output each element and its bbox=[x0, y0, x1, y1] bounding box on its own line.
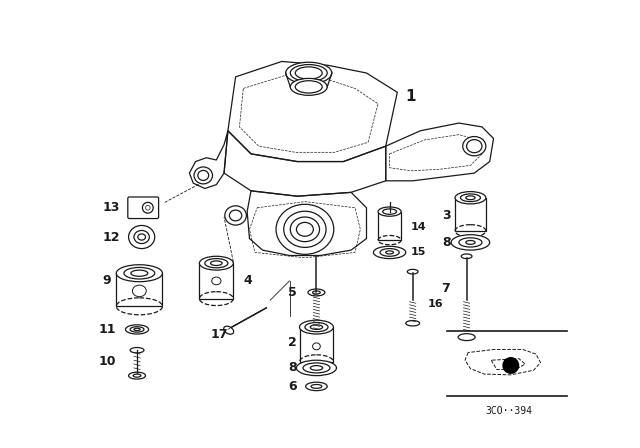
Ellipse shape bbox=[463, 137, 486, 156]
Ellipse shape bbox=[129, 372, 145, 379]
Ellipse shape bbox=[300, 320, 333, 334]
Ellipse shape bbox=[131, 270, 148, 276]
Ellipse shape bbox=[407, 269, 418, 274]
Text: 14: 14 bbox=[411, 222, 427, 232]
Ellipse shape bbox=[306, 382, 327, 391]
Ellipse shape bbox=[134, 230, 149, 244]
Text: 4: 4 bbox=[243, 275, 252, 288]
Ellipse shape bbox=[124, 267, 155, 279]
Ellipse shape bbox=[133, 374, 141, 377]
Text: 17: 17 bbox=[211, 328, 228, 341]
Ellipse shape bbox=[130, 348, 144, 353]
Ellipse shape bbox=[295, 81, 322, 93]
Ellipse shape bbox=[224, 326, 234, 334]
Text: 7: 7 bbox=[441, 282, 450, 295]
Ellipse shape bbox=[458, 334, 475, 340]
Ellipse shape bbox=[116, 265, 163, 282]
Text: 15: 15 bbox=[411, 247, 426, 258]
Ellipse shape bbox=[378, 207, 401, 216]
Ellipse shape bbox=[312, 291, 320, 294]
Ellipse shape bbox=[373, 246, 406, 258]
Ellipse shape bbox=[383, 209, 397, 214]
Ellipse shape bbox=[138, 234, 145, 240]
Ellipse shape bbox=[291, 65, 327, 82]
Ellipse shape bbox=[205, 258, 228, 268]
Ellipse shape bbox=[211, 261, 222, 266]
Ellipse shape bbox=[466, 241, 475, 244]
Ellipse shape bbox=[296, 222, 314, 236]
Ellipse shape bbox=[308, 289, 325, 296]
Text: 3CO··394: 3CO··394 bbox=[485, 405, 532, 416]
Ellipse shape bbox=[295, 67, 322, 79]
Text: 13: 13 bbox=[103, 201, 120, 214]
Text: 11: 11 bbox=[99, 323, 116, 336]
Ellipse shape bbox=[467, 140, 482, 153]
Ellipse shape bbox=[291, 78, 327, 95]
Ellipse shape bbox=[134, 328, 140, 331]
Text: 16: 16 bbox=[428, 299, 444, 309]
Ellipse shape bbox=[296, 360, 337, 375]
Ellipse shape bbox=[200, 256, 234, 270]
Ellipse shape bbox=[459, 238, 482, 247]
Text: 1: 1 bbox=[405, 89, 415, 103]
Ellipse shape bbox=[460, 194, 481, 202]
Text: 8: 8 bbox=[289, 362, 297, 375]
Ellipse shape bbox=[129, 225, 155, 249]
Ellipse shape bbox=[451, 235, 490, 250]
Ellipse shape bbox=[466, 196, 475, 200]
Text: 3: 3 bbox=[443, 209, 451, 222]
Ellipse shape bbox=[285, 62, 332, 84]
Ellipse shape bbox=[291, 217, 319, 241]
Ellipse shape bbox=[380, 249, 399, 256]
Text: 12: 12 bbox=[102, 231, 120, 244]
Text: 2: 2 bbox=[289, 336, 297, 349]
Ellipse shape bbox=[455, 192, 486, 204]
Ellipse shape bbox=[406, 321, 420, 326]
Ellipse shape bbox=[284, 211, 326, 247]
Text: 5: 5 bbox=[289, 286, 297, 299]
Ellipse shape bbox=[310, 366, 323, 370]
Ellipse shape bbox=[130, 327, 144, 332]
Ellipse shape bbox=[225, 206, 246, 225]
Text: 10: 10 bbox=[99, 355, 116, 368]
Circle shape bbox=[502, 357, 519, 374]
Ellipse shape bbox=[230, 210, 242, 221]
Ellipse shape bbox=[198, 170, 209, 181]
Ellipse shape bbox=[305, 323, 328, 332]
Text: 6: 6 bbox=[289, 380, 297, 393]
Text: 8: 8 bbox=[443, 236, 451, 249]
Ellipse shape bbox=[276, 204, 334, 254]
Ellipse shape bbox=[303, 363, 330, 373]
Ellipse shape bbox=[311, 384, 322, 388]
Ellipse shape bbox=[310, 325, 323, 329]
Ellipse shape bbox=[125, 325, 148, 334]
Ellipse shape bbox=[194, 167, 212, 184]
Ellipse shape bbox=[461, 254, 472, 258]
Ellipse shape bbox=[386, 251, 394, 254]
Text: 9: 9 bbox=[102, 275, 111, 288]
